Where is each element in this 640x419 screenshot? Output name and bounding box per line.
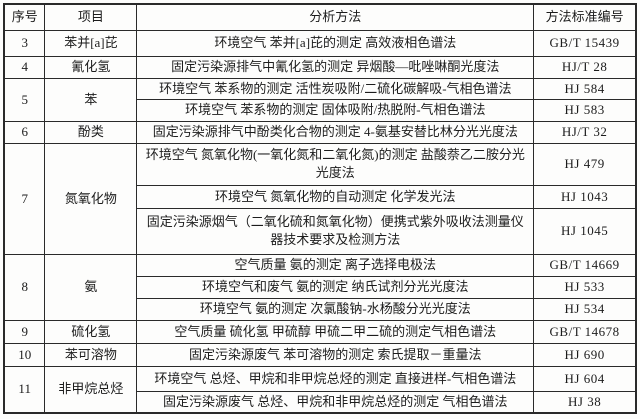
standard-cell: HJ 1043 xyxy=(533,184,637,209)
method-cell: 环境空气 氨的测定 次氯酸钠-水杨酸分光光度法 xyxy=(136,297,535,321)
method-cell: 环境空气 总烃、甲烷和非甲烷总烃的测定 直接进样-气相色谱法 xyxy=(136,365,535,392)
row-no: 9 xyxy=(3,319,46,344)
col-header-standard: 方法标准编号 xyxy=(533,3,637,31)
method-cell: 环境空气 氮氧化物(一氧化氮和二氧化氮)的测定 盐酸萘乙二胺分光光度法 xyxy=(136,142,535,186)
table-row: 3 苯并[a]芘 环境空气 苯并[a]芘的测定 高效液相色谱法 GB/T 154… xyxy=(3,29,637,57)
standard-cell: HJ 584 xyxy=(533,77,637,100)
method-cell: 环境空气 苯系物的测定 活性炭吸附/二硫化碳解吸-气相色谱法 xyxy=(136,77,535,100)
row-item: 氰化氢 xyxy=(44,55,138,79)
table-row: 7 氮氧化物 环境空气 氮氧化物(一氧化氮和二氧化氮)的测定 盐酸萘乙二胺分光光… xyxy=(3,142,637,255)
table-row: 6 酚类 固定污染源排气中酚类化合物的测定 4-氨基安替比林分光光度法 HJ/T… xyxy=(3,120,637,144)
table-row: 4 氰化氢 固定污染源排气中氰化氢的测定 异烟酸—吡唑啉酮光度法 HJ/T 28 xyxy=(3,55,637,79)
method-cell: 环境空气 氮氧化物的自动测定 化学发光法 xyxy=(136,184,535,209)
col-header-item: 项目 xyxy=(44,3,138,31)
standard-cell: HJ 690 xyxy=(533,342,637,367)
method-cell: 空气质量 氨的测定 离子选择电极法 xyxy=(136,253,535,277)
row-item: 氨 xyxy=(44,253,138,321)
standard-cell: HJ 38 xyxy=(533,390,637,414)
table-header-row: 序号 项目 分析方法 方法标准编号 xyxy=(3,3,637,31)
row-no: 5 xyxy=(3,77,46,122)
row-no: 3 xyxy=(3,29,46,57)
row-no: 4 xyxy=(3,55,46,79)
standard-cell: HJ 534 xyxy=(533,297,637,321)
method-cell: 固定污染源排气中氰化氢的测定 异烟酸—吡唑啉酮光度法 xyxy=(136,55,535,79)
standard-cell: HJ 533 xyxy=(533,275,637,299)
table-row: 环境空气和废气 氨的测定 纳氏试剂分光光度法 HJ 533 xyxy=(4,275,637,299)
method-cell: 固定污染源排气中酚类化合物的测定 4-氨基安替比林分光光度法 xyxy=(136,120,535,144)
table-row: 9 硫化氢 空气质量 硫化氢 甲硫醇 甲硫二甲二硫的测定气相色谱法 GB/T 1… xyxy=(3,319,637,344)
method-cell: 环境空气 苯系物的测定 固体吸附/热脱附-气相色谱法 xyxy=(136,98,535,122)
method-cell: 固定污染源废气 总烃、甲烷和非甲烷总烃的测定 气相色谱法 xyxy=(136,390,535,414)
row-item: 苯 xyxy=(44,77,138,122)
table-row: 环境空气 苯系物的测定 固体吸附/热脱附-气相色谱法 HJ 583 xyxy=(4,98,637,122)
method-cell: 环境空气 苯并[a]芘的测定 高效液相色谱法 xyxy=(136,29,535,57)
standard-cell: HJ/T 32 xyxy=(533,120,637,144)
table-row: 固定污染源烟气（二氧化硫和氮氧化物）便携式紫外吸收法测量仪器技术要求及检测方法 … xyxy=(4,207,637,255)
row-no: 11 xyxy=(3,365,46,414)
row-no: 10 xyxy=(3,342,46,367)
row-no: 8 xyxy=(3,253,46,321)
standard-cell: HJ 604 xyxy=(533,365,637,392)
table-row: 11 非甲烷总烃 环境空气 总烃、甲烷和非甲烷总烃的测定 直接进样-气相色谱法 … xyxy=(3,365,637,414)
method-cell: 空气质量 硫化氢 甲硫醇 甲硫二甲二硫的测定气相色谱法 xyxy=(136,319,535,344)
standard-cell: GB/T 14678 xyxy=(533,319,637,344)
standard-cell: HJ 479 xyxy=(533,142,637,186)
row-item: 苯可溶物 xyxy=(44,342,138,367)
col-header-method: 分析方法 xyxy=(136,3,535,31)
standard-cell: HJ 583 xyxy=(533,98,637,122)
standard-cell: HJ/T 28 xyxy=(533,55,637,79)
table-row: 环境空气 氨的测定 次氯酸钠-水杨酸分光光度法 HJ 534 xyxy=(4,297,637,321)
method-cell: 固定污染源烟气（二氧化硫和氮氧化物）便携式紫外吸收法测量仪器技术要求及检测方法 xyxy=(136,207,535,255)
table-row: 固定污染源废气 总烃、甲烷和非甲烷总烃的测定 气相色谱法 HJ 38 xyxy=(4,390,637,414)
method-cell: 环境空气和废气 氨的测定 纳氏试剂分光光度法 xyxy=(136,275,535,299)
table-row: 8 氨 空气质量 氨的测定 离子选择电极法 GB/T 14669 xyxy=(3,253,637,321)
table-row: 10 苯可溶物 固定污染源废气 苯可溶物的测定 索氏提取－重量法 HJ 690 xyxy=(3,342,637,367)
col-header-no: 序号 xyxy=(3,3,46,31)
row-item: 酚类 xyxy=(44,120,138,144)
row-no: 6 xyxy=(3,120,46,144)
row-item: 非甲烷总烃 xyxy=(44,365,138,414)
row-no: 7 xyxy=(3,142,46,255)
standard-cell: HJ 1045 xyxy=(533,207,637,255)
row-item: 氮氧化物 xyxy=(44,142,138,255)
method-cell: 固定污染源废气 苯可溶物的测定 索氏提取－重量法 xyxy=(136,342,535,367)
table-row: 5 苯 环境空气 苯系物的测定 活性炭吸附/二硫化碳解吸-气相色谱法 HJ 58… xyxy=(3,77,637,122)
row-item: 硫化氢 xyxy=(44,319,138,344)
standard-methods-table: 序号 项目 分析方法 方法标准编号 3 苯并[a]芘 环境空气 苯并[a]芘的测… xyxy=(3,3,637,414)
standard-cell: GB/T 15439 xyxy=(533,29,637,57)
row-item: 苯并[a]芘 xyxy=(44,29,138,57)
standard-cell: GB/T 14669 xyxy=(533,253,637,277)
